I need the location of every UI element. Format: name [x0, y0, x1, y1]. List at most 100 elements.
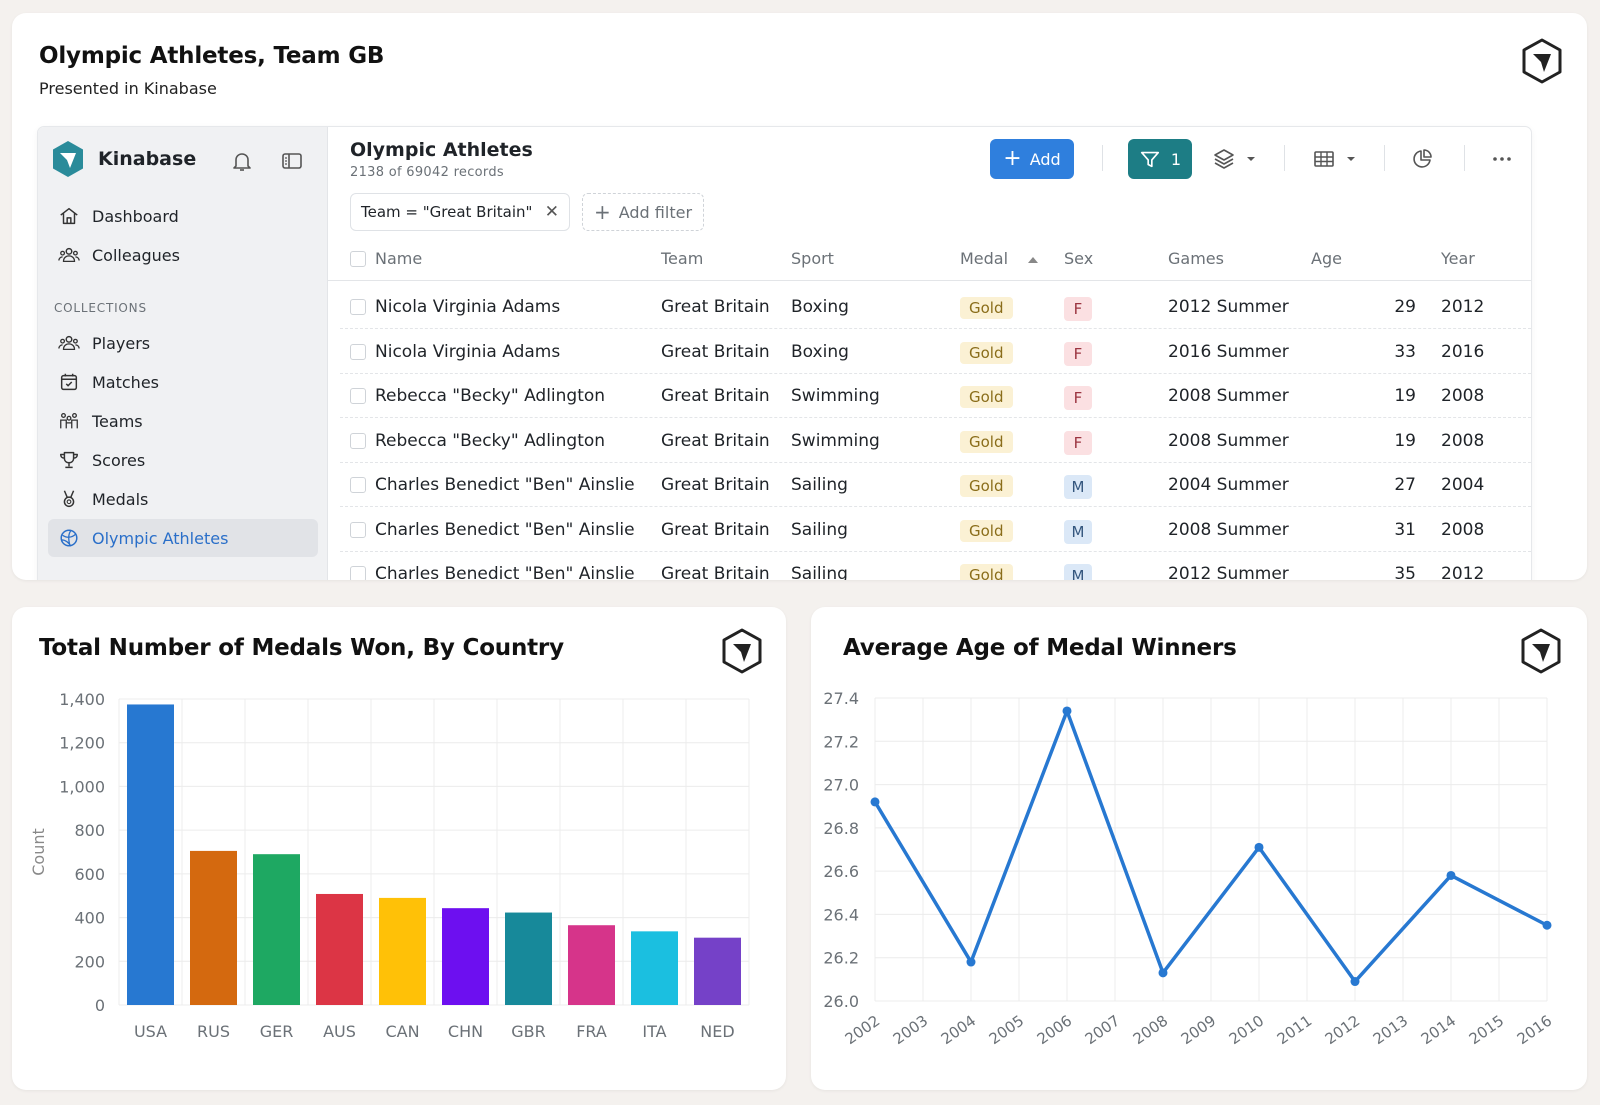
sort-ascending-icon[interactable]: [1027, 255, 1039, 265]
sidebar-item-players[interactable]: Players: [48, 324, 318, 362]
table-row[interactable]: Rebecca "Becky" Adlington Great Britain Sw…: [340, 374, 1531, 418]
medal-icon: [63, 490, 75, 508]
sidebar-item-scores[interactable]: Scores: [48, 441, 318, 479]
cell-year: 2016: [1441, 341, 1485, 362]
table-row[interactable]: Charles Benedict "Ben" Ainslie Great Brit…: [340, 463, 1531, 507]
chart-button[interactable]: [1410, 147, 1434, 171]
column-header-sex[interactable]: Sex: [1064, 249, 1094, 268]
sidebar-item-dashboard[interactable]: Dashboard: [48, 197, 318, 235]
cell-sport: Boxing: [791, 297, 849, 317]
sidebar-item-colleagues[interactable]: Colleagues: [48, 236, 318, 274]
close-icon[interactable]: ✕: [544, 202, 559, 222]
column-header-games[interactable]: Games: [1168, 249, 1224, 268]
bell-icon[interactable]: [230, 149, 254, 173]
row-checkbox[interactable]: [350, 388, 366, 404]
x-tick-label: 2010: [1226, 1012, 1268, 1049]
bar-can[interactable]: [379, 897, 426, 1005]
column-header-sport[interactable]: Sport: [791, 249, 834, 268]
select-all-checkbox[interactable]: [350, 251, 366, 267]
cell-sport: Sailing: [791, 564, 848, 580]
cell-team: Great Britain: [661, 519, 770, 540]
x-tick-label: RUS: [197, 1022, 230, 1041]
y-tick-label: 27.4: [823, 689, 859, 708]
sidebar-item-medals[interactable]: Medals: [48, 480, 318, 518]
column-header-age[interactable]: Age: [1311, 249, 1342, 268]
row-checkbox[interactable]: [350, 343, 366, 360]
table-row[interactable]: Nicola Virginia Adams Great Britain Boxing…: [340, 330, 1531, 374]
table-row[interactable]: Nicola Virginia Adams Great Britain Boxing…: [340, 285, 1531, 329]
table-row[interactable]: Charles Benedict "Ben" Ainslie Great Brit…: [340, 508, 1531, 552]
data-point-2010[interactable]: [1254, 842, 1264, 852]
bar-usa[interactable]: [127, 704, 174, 1005]
bar-aus[interactable]: [316, 893, 363, 1005]
y-tick-label: 600: [74, 865, 105, 884]
cell-games: 2008 Summer: [1168, 519, 1289, 540]
add-button[interactable]: + Add: [990, 139, 1074, 179]
bar-gbr[interactable]: [505, 912, 552, 1005]
medals-by-country-card: Total Number of Medals Won, By Country 0…: [12, 607, 786, 1090]
row-checkbox[interactable]: [350, 477, 366, 493]
column-header-year[interactable]: Year: [1441, 249, 1475, 268]
cell-sport: Sailing: [791, 519, 848, 540]
sidebar-item-label: Scores: [92, 450, 146, 470]
row-checkbox[interactable]: [350, 432, 366, 449]
cell-age: 33: [1394, 341, 1416, 362]
calendar-check-icon: [60, 373, 78, 391]
embedded-app: Kinabase Dashboard Colleagues COLLECTION…: [38, 127, 1531, 580]
table-row[interactable]: Rebecca "Becky" Adlington Great Britain Sw…: [340, 419, 1531, 463]
data-point-2006[interactable]: [1062, 706, 1072, 716]
sidebar-item-label: Teams: [92, 411, 143, 431]
data-point-2012[interactable]: [1350, 977, 1360, 987]
bar-chn[interactable]: [442, 908, 489, 1005]
data-point-2016[interactable]: [1542, 920, 1552, 930]
add-filter-button[interactable]: + Add filter: [582, 193, 704, 231]
cell-team: Great Britain: [661, 475, 770, 495]
data-point-2014[interactable]: [1446, 870, 1456, 880]
data-point-2004[interactable]: [966, 957, 976, 967]
sidebar-item-olympic-athletes[interactable]: Olympic Athletes: [48, 519, 318, 557]
y-tick-label: 1,200: [59, 734, 105, 753]
filter-button[interactable]: 1: [1128, 139, 1192, 179]
sidebar-item-matches[interactable]: Matches: [48, 363, 318, 401]
line-chart-title: Average Age of Medal Winners: [843, 635, 1237, 661]
column-header-medal[interactable]: Medal: [960, 249, 1009, 268]
column-header-team[interactable]: Team: [661, 249, 704, 268]
people-icon: [58, 335, 80, 351]
data-point-2008[interactable]: [1158, 968, 1168, 978]
cell-name: Rebecca "Becky" Adlington: [375, 430, 606, 451]
medal-badge: Gold: [960, 386, 1013, 408]
x-tick-label: FRA: [576, 1022, 607, 1041]
sidebar-item-teams[interactable]: Teams: [48, 402, 318, 440]
x-tick-label: 2012: [1322, 1012, 1364, 1049]
table-row[interactable]: Charles Benedict "Ben" Ainslie Great Brit…: [340, 552, 1531, 580]
sex-badge: M: [1064, 519, 1092, 544]
sidebar-toggle-icon[interactable]: [280, 149, 304, 173]
row-checkbox[interactable]: [350, 299, 366, 315]
sex-badge: F: [1064, 430, 1092, 455]
bar-ita[interactable]: [631, 931, 678, 1005]
filter-chip[interactable]: Team = "Great Britain" ✕: [350, 193, 570, 231]
cell-games: 2012 Summer: [1168, 564, 1289, 580]
x-tick-label: CHN: [448, 1022, 483, 1041]
sex-badge: M: [1064, 564, 1092, 580]
average-age-card: Average Age of Medal Winners 26.0 26.2 26.…: [811, 607, 1587, 1090]
column-header-name[interactable]: Name: [375, 249, 423, 268]
data-point-2002[interactable]: [870, 797, 880, 807]
row-checkbox[interactable]: [350, 566, 366, 580]
brand[interactable]: Kinabase: [50, 139, 196, 179]
record-count: 2138 of 69042 records: [350, 165, 504, 180]
layers-icon: [1214, 149, 1234, 169]
row-checkbox[interactable]: [350, 521, 366, 538]
view-dropdown[interactable]: [1312, 147, 1358, 171]
x-tick-label: 2002: [842, 1012, 884, 1049]
brand-name: Kinabase: [98, 148, 197, 170]
layers-dropdown[interactable]: [1212, 147, 1258, 171]
more-options-button[interactable]: [1490, 147, 1514, 171]
bar-ger[interactable]: [253, 854, 300, 1005]
cell-team: Great Britain: [661, 430, 770, 451]
bar-ned[interactable]: [694, 937, 741, 1005]
bar-fra[interactable]: [568, 925, 615, 1005]
bar-rus[interactable]: [190, 850, 237, 1005]
y-tick-label: 1,000: [59, 777, 105, 796]
x-tick-label: 2007: [1082, 1012, 1124, 1049]
